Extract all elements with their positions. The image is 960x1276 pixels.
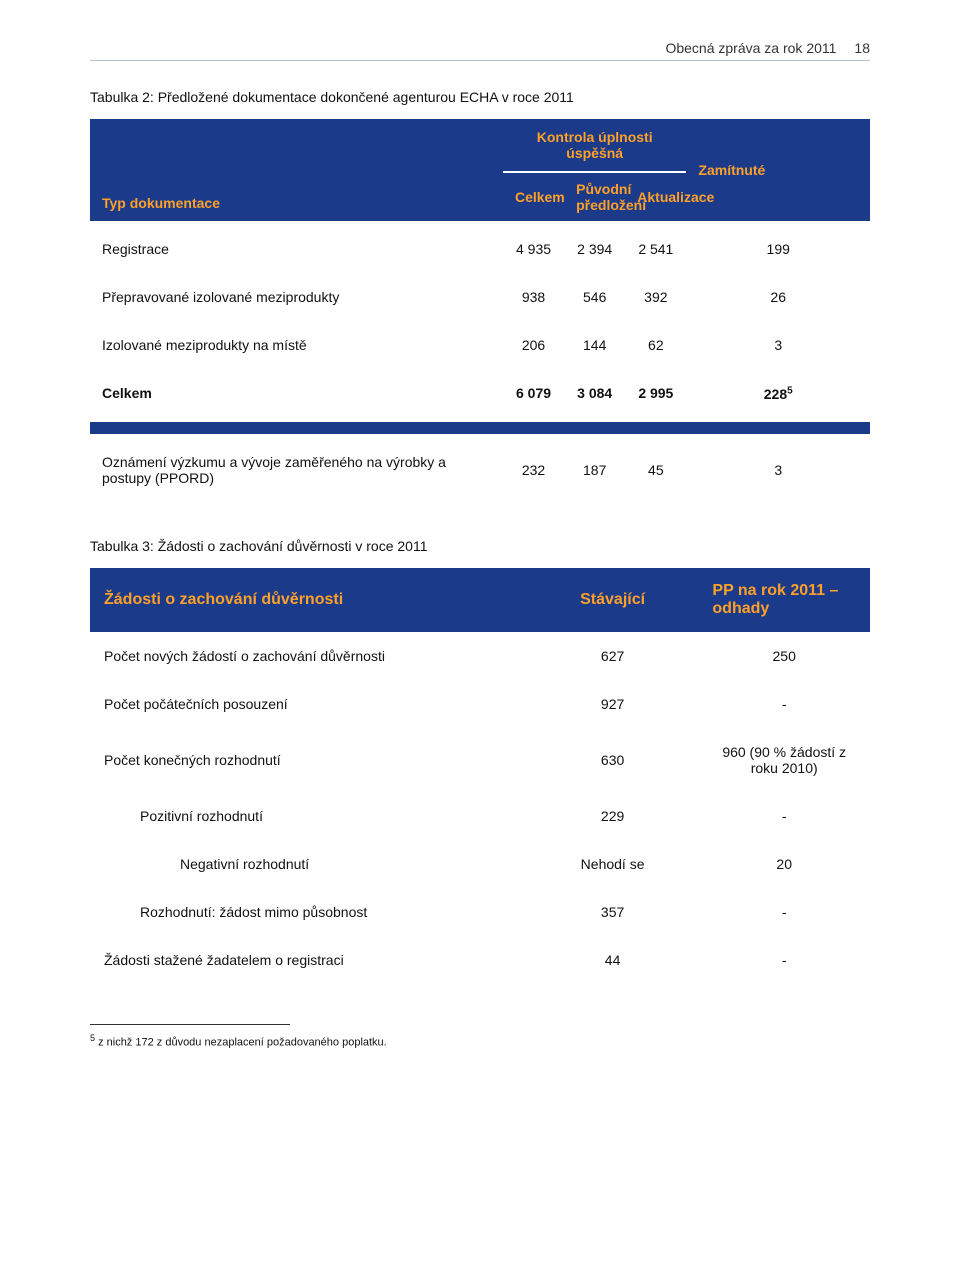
cell-value: 392 — [644, 289, 667, 305]
cell-value: 45 — [648, 462, 664, 478]
cell-value: 199 — [767, 241, 790, 257]
cell-label: Počet konečných rozhodnutí — [104, 752, 281, 768]
cell-value: 3 — [774, 462, 782, 478]
cell-value: 2 995 — [638, 385, 673, 401]
cell-value: 627 — [601, 648, 624, 664]
cell-label: Počet nových žádostí o zachování důvěrno… — [104, 648, 385, 664]
footnote-text: z nichž 172 z důvodu nezaplacení požadov… — [95, 1036, 387, 1048]
cell-value: 44 — [605, 952, 621, 968]
t2-col1: Žádosti o zachování důvěrnosti — [104, 591, 343, 608]
table-row: Rozhodnutí: žádost mimo působnost 357 - — [90, 888, 870, 936]
table-row: Počet konečných rozhodnutí 630 960 (90 % ž… — [90, 728, 870, 792]
table-row: Izolované meziprodukty na místě 206 144 62 3 — [90, 321, 870, 369]
cell-value: 62 — [648, 337, 664, 353]
footnote: 5 z nichž 172 z důvodu nezaplacení požad… — [90, 1033, 870, 1049]
cell-value: 2 541 — [638, 241, 673, 257]
table-row: Pozitivní rozhodnutí 229 - — [90, 792, 870, 840]
cell-value: 4 935 — [516, 241, 551, 257]
cell-label: Počet počátečních posouzení — [104, 696, 288, 712]
table1-caption: Tabulka 2: Předložené dokumentace dokonč… — [90, 89, 870, 105]
table1: Typ dokumentace Kontrola úplnosti úspěšn… — [90, 119, 870, 502]
cell-label: Negativní rozhodnutí — [180, 856, 309, 872]
cell-value: 927 — [601, 696, 624, 712]
cell-value: - — [782, 808, 787, 824]
header-page-number: 18 — [854, 40, 870, 56]
table-row: Počet počátečních posouzení 927 - — [90, 680, 870, 728]
table-row: Negativní rozhodnutí Nehodí se 20 — [90, 840, 870, 888]
cell-value: 229 — [601, 808, 624, 824]
t2-col3: PP na rok 2011 – odhady — [712, 582, 838, 617]
cell-value: - — [782, 952, 787, 968]
cell-value: Nehodí se — [581, 856, 645, 872]
footnote-separator — [90, 1024, 290, 1025]
col-doc-type: Typ dokumentace — [102, 195, 220, 211]
table-row: Žádosti stažené žadatelem o registraci 44… — [90, 936, 870, 984]
cell-label: Přepravované izolované meziprodukty — [102, 289, 339, 305]
cell-value: 3 — [774, 337, 782, 353]
cell-value: 6 079 — [516, 385, 551, 401]
cell-value: - — [782, 696, 787, 712]
cell-value: 2 394 — [577, 241, 612, 257]
table-row: Počet nových žádostí o zachování důvěrno… — [90, 632, 870, 680]
table2-caption: Tabulka 3: Žádosti o zachování důvěrnost… — [90, 538, 870, 554]
cell-value: 3 084 — [577, 385, 612, 401]
t2-col2: Stávající — [580, 591, 645, 608]
table-row: Registrace 4 935 2 394 2 541 199 — [90, 225, 870, 273]
cell-value: 206 — [522, 337, 545, 353]
col-rejected: Zamítnuté — [698, 162, 765, 178]
cell-label: Oznámení výzkumu a vývoje zaměřeného na … — [102, 454, 446, 486]
cell-value: 630 — [601, 752, 624, 768]
cell-value: 960 (90 % žádostí z roku 2010) — [722, 744, 846, 776]
cell-label: Pozitivní rozhodnutí — [140, 808, 263, 824]
cell-label: Izolované meziprodukty na místě — [102, 337, 307, 353]
cell-value: 187 — [583, 462, 606, 478]
cell-value: 250 — [773, 648, 796, 664]
col-total: Celkem — [515, 189, 565, 205]
cell-label: Registrace — [102, 241, 169, 257]
col-update: Aktualizace — [637, 189, 714, 205]
cell-value: 357 — [601, 904, 624, 920]
cell-value: 144 — [583, 337, 606, 353]
cell-value: 938 — [522, 289, 545, 305]
cell-value: 2285 — [764, 386, 793, 402]
col-success-group: Kontrola úplnosti úspěšná — [537, 129, 653, 161]
table-row: Celkem 6 079 3 084 2 995 2285 — [90, 369, 870, 418]
table2: Žádosti o zachování důvěrnosti Stávající… — [90, 568, 870, 984]
page-header: Obecná zpráva za rok 2011 18 — [90, 40, 870, 61]
cell-value: 546 — [583, 289, 606, 305]
cell-label: Žádosti stažené žadatelem o registraci — [104, 952, 344, 968]
cell-value: 232 — [522, 462, 545, 478]
header-title: Obecná zpráva za rok 2011 — [665, 40, 836, 56]
table-row: Přepravované izolované meziprodukty 938 54… — [90, 273, 870, 321]
cell-value: - — [782, 904, 787, 920]
cell-label: Celkem — [102, 385, 152, 401]
cell-label: Rozhodnutí: žádost mimo působnost — [140, 904, 367, 920]
table-row: Oznámení výzkumu a vývoje zaměřeného na … — [90, 438, 870, 502]
cell-value: 20 — [776, 856, 792, 872]
cell-value: 26 — [770, 289, 786, 305]
